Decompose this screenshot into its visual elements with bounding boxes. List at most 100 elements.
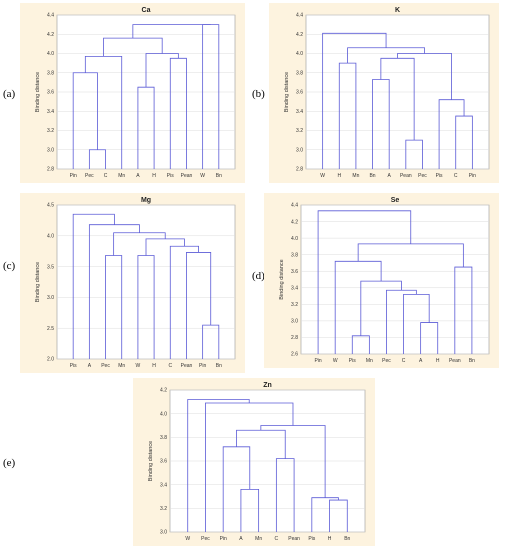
leaf-label: H <box>328 536 332 542</box>
y-tick-label: 4.0 <box>47 234 54 240</box>
y-tick-label: 4.5 <box>47 203 54 209</box>
leaf-label: C <box>104 173 108 179</box>
leaf-label: Pin <box>199 363 206 369</box>
leaf-label: Pin <box>220 536 227 542</box>
leaf-label: Pin <box>70 173 77 179</box>
chart-ca: Ca 2.8 3.0 3.2 3.4 3.6 3.8 4.0 4.2 4.4 Binding dis… <box>20 3 245 183</box>
panel-label-e: (e) <box>3 457 16 469</box>
y-tick-label: 2.8 <box>291 335 298 341</box>
y-tick-label: 3.4 <box>47 109 54 115</box>
leaf-label: H <box>436 358 440 364</box>
dendrogram-link <box>205 402 294 532</box>
leaf-label: Pin <box>469 173 476 179</box>
chart-title: Se <box>391 197 400 204</box>
y-tick-label: 3.6 <box>296 90 303 96</box>
y-tick-label: 4.0 <box>296 51 303 57</box>
leaf-label: Pis <box>167 173 174 179</box>
leaf-label: A <box>419 358 423 364</box>
chart-title: K <box>395 7 400 14</box>
y-tick-label: 2.6 <box>291 352 298 358</box>
y-tick-label: 3.0 <box>160 530 167 536</box>
y-tick-label: 3.6 <box>47 90 54 96</box>
leaf-label: Pis <box>70 363 77 369</box>
y-tick-label: 3.5 <box>47 264 54 270</box>
y-tick-label: 2.0 <box>47 357 54 363</box>
dendrogram-link <box>317 210 412 354</box>
dendrogram-link <box>88 224 140 359</box>
leaf-label: Bn <box>369 173 375 179</box>
leaf-label: Pis <box>436 173 443 179</box>
leaf-label: Pec <box>382 358 391 364</box>
leaf-label: Pean <box>288 536 300 542</box>
leaf-label: Pin <box>314 358 321 364</box>
dendrogram-link <box>145 238 185 256</box>
dendrogram-link <box>187 399 250 532</box>
y-tick-label: 3.2 <box>47 128 54 134</box>
plot-area <box>56 204 236 360</box>
chart-se: Se 2.6 2.8 3.0 3.2 3.4 3.6 3.8 4.0 4.2 4.4 Binding … <box>264 193 499 368</box>
dendrogram-link <box>169 245 199 359</box>
leaf-label: Mn <box>255 536 262 542</box>
leaf-label: A <box>388 173 392 179</box>
y-axis-label: Binding distance <box>148 441 154 481</box>
dendrogram-link <box>357 243 464 268</box>
leaf-label: Mn <box>366 358 373 364</box>
dendrogram-link <box>322 32 387 169</box>
leaf-label: C <box>454 173 458 179</box>
leaf-label: Pean <box>449 358 461 364</box>
y-tick-label: 4.4 <box>296 13 303 19</box>
y-tick-label: 3.4 <box>291 285 298 291</box>
leaf-label: Pis <box>308 536 315 542</box>
leaf-label: Bn <box>216 173 222 179</box>
dendrogram-link <box>72 213 115 359</box>
leaf-label: W <box>136 363 141 369</box>
leaf-label: A <box>239 536 243 542</box>
leaf-label: W <box>200 173 205 179</box>
dendrogram-link <box>360 280 402 336</box>
y-tick-label: 3.0 <box>47 147 54 153</box>
chart-mg: Mg 2.0 2.5 3.0 3.5 4.0 4.5 Binding distance Pis A… <box>20 193 245 373</box>
leaf-label: Pis <box>349 358 356 364</box>
y-tick-label: 3.6 <box>160 459 167 465</box>
leaf-label: Bn <box>216 363 222 369</box>
leaf-label: A <box>88 363 92 369</box>
y-tick-label: 4.0 <box>47 51 54 57</box>
leaf-label: Mn <box>118 173 125 179</box>
y-tick-label: 4.4 <box>291 203 298 209</box>
leaf-label: Pean <box>400 173 412 179</box>
chart-k: K 2.8 3.0 3.2 3.4 3.6 3.8 4.0 4.2 4.4 Binding dist… <box>269 3 499 183</box>
panel-label-d: (d) <box>252 270 265 282</box>
y-axis-label: Binding distance <box>35 72 41 112</box>
leaf-label: Bn <box>344 536 350 542</box>
y-tick-label: 3.2 <box>291 302 298 308</box>
panel-label-b: (b) <box>252 88 265 100</box>
leaf-label: H <box>152 173 156 179</box>
y-tick-label: 3.2 <box>160 506 167 512</box>
leaf-label: A <box>136 173 140 179</box>
plot-area <box>300 204 490 355</box>
leaf-label: C <box>275 536 279 542</box>
leaf-label: Pec <box>85 173 94 179</box>
leaf-label: W <box>320 173 325 179</box>
dendrogram-link <box>186 252 212 359</box>
y-tick-label: 3.2 <box>296 128 303 134</box>
leaf-label: H <box>337 173 341 179</box>
leaf-label: H <box>152 363 156 369</box>
leaf-label: Pec <box>201 536 210 542</box>
y-tick-label: 3.0 <box>296 147 303 153</box>
panel-label-a: (a) <box>3 88 16 100</box>
y-tick-label: 2.5 <box>47 326 54 332</box>
leaf-label: Pean <box>181 173 193 179</box>
y-axis-label: Binding distance <box>279 259 285 299</box>
y-tick-label: 3.4 <box>160 482 167 488</box>
leaf-label: Mn <box>118 363 125 369</box>
leaf-label: W <box>333 358 338 364</box>
y-tick-label: 3.4 <box>296 109 303 115</box>
panel-label-c: (c) <box>3 260 16 272</box>
leaf-label: C <box>402 358 406 364</box>
leaf-label: Pean <box>181 363 193 369</box>
leaf-label: Pec <box>418 173 427 179</box>
chart-title: Zn <box>263 382 272 389</box>
leaf-label: Pec <box>101 363 110 369</box>
y-tick-label: 3.8 <box>291 252 298 258</box>
